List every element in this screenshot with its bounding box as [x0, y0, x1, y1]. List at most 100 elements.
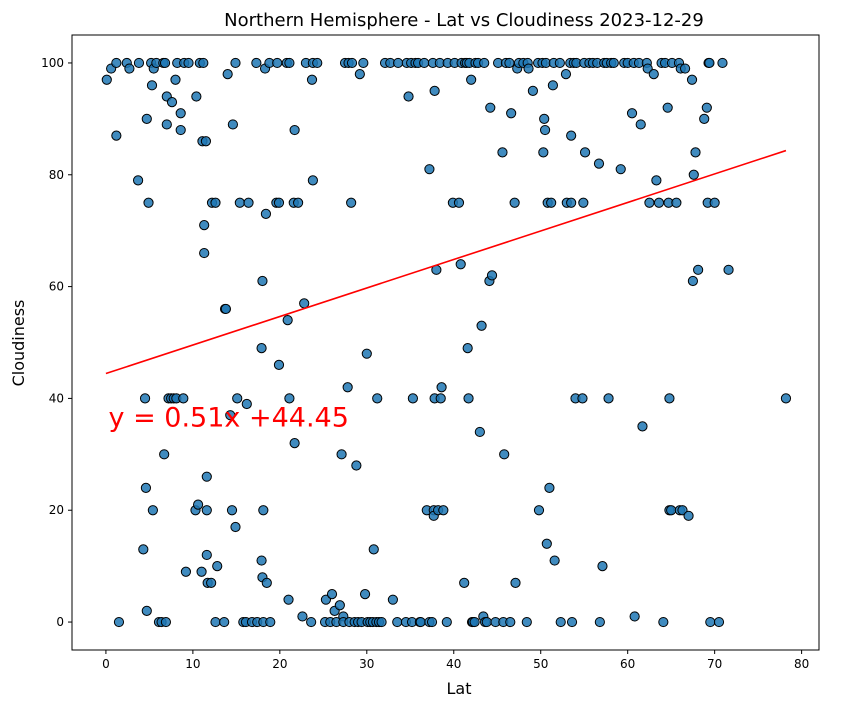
data-point — [566, 130, 577, 141]
data-point — [687, 275, 699, 287]
data-point — [354, 69, 365, 80]
data-point — [436, 382, 447, 393]
data-point — [206, 577, 217, 589]
data-point — [481, 616, 492, 628]
data-point — [368, 544, 379, 555]
data-point — [539, 124, 551, 136]
data-point — [212, 561, 223, 572]
data-point — [415, 616, 426, 628]
y-tick-label: 100 — [41, 56, 64, 70]
data-point — [566, 197, 577, 208]
data-point — [419, 57, 430, 69]
data-point — [686, 74, 698, 85]
data-point — [504, 57, 515, 69]
data-point — [780, 393, 792, 404]
data-point — [544, 482, 555, 493]
x-tick-label: 80 — [794, 657, 809, 671]
data-point — [272, 57, 283, 69]
data-point — [594, 616, 605, 628]
data-point — [407, 393, 418, 404]
data-point — [312, 57, 323, 69]
x-tick-label: 70 — [707, 657, 722, 671]
data-point — [486, 270, 498, 281]
data-point — [679, 63, 691, 74]
data-point — [170, 74, 181, 85]
x-axis-title: Lat — [447, 679, 472, 698]
data-point — [539, 113, 550, 124]
data-point — [198, 57, 209, 69]
data-point — [705, 616, 716, 628]
data-point — [505, 616, 516, 628]
data-point — [180, 566, 192, 577]
data-point — [111, 130, 122, 141]
data-point — [579, 147, 591, 158]
data-point — [299, 298, 310, 309]
data-point — [453, 197, 465, 208]
data-point — [546, 197, 557, 208]
data-point — [133, 57, 145, 69]
data-point — [326, 588, 338, 600]
data-point — [523, 63, 534, 74]
data-point — [342, 382, 353, 393]
data-point — [435, 393, 446, 404]
data-point — [346, 57, 358, 69]
data-point — [497, 147, 508, 158]
data-point — [230, 57, 241, 69]
data-point — [175, 124, 186, 136]
data-point — [688, 169, 699, 180]
data-point — [232, 393, 243, 404]
data-point — [538, 147, 549, 158]
data-point — [261, 577, 272, 589]
data-point — [161, 119, 172, 130]
data-point — [577, 393, 588, 404]
data-point — [597, 561, 608, 572]
data-point — [289, 438, 300, 449]
data-point — [509, 197, 520, 208]
data-point — [132, 175, 144, 186]
data-point — [372, 393, 383, 404]
data-point — [222, 69, 233, 80]
data-point — [393, 57, 404, 69]
data-point — [351, 460, 362, 471]
data-point — [387, 594, 398, 605]
data-point — [307, 175, 318, 186]
data-point — [704, 57, 715, 69]
data-point — [485, 102, 496, 113]
data-point — [293, 197, 304, 208]
regression-line-group — [105, 149, 787, 375]
data-point — [160, 616, 172, 628]
data-point — [201, 471, 212, 482]
data-point — [506, 108, 517, 119]
data-point — [479, 57, 490, 69]
data-point — [671, 197, 682, 208]
data-point — [466, 74, 477, 85]
annotation-group: y = 0.51x +44.45 — [109, 402, 349, 433]
data-point — [141, 113, 152, 124]
x-axis-ticks: 0 10 20 30 40 50 60 70 80 — [102, 650, 809, 671]
x-tick-label: 0 — [102, 657, 110, 671]
data-point — [521, 616, 532, 628]
data-point — [693, 264, 704, 275]
data-point — [555, 616, 566, 628]
data-point — [258, 505, 269, 516]
data-point — [260, 208, 272, 220]
data-point — [626, 108, 638, 119]
data-point — [699, 113, 710, 124]
data-point — [234, 197, 245, 208]
data-point — [306, 74, 318, 85]
data-point — [175, 108, 186, 119]
y-tick-label: 60 — [49, 280, 64, 294]
data-point — [637, 421, 648, 432]
y-tick-label: 80 — [49, 168, 64, 182]
data-point — [658, 616, 669, 628]
data-point — [593, 158, 605, 169]
data-point — [289, 124, 300, 136]
data-point — [201, 549, 212, 561]
data-point — [226, 505, 238, 516]
data-point — [426, 616, 438, 628]
data-point — [629, 611, 640, 622]
data-point — [178, 393, 189, 404]
data-point — [257, 275, 268, 287]
chart-title: Northern Hemisphere - Lat vs Cloudiness … — [224, 10, 704, 31]
